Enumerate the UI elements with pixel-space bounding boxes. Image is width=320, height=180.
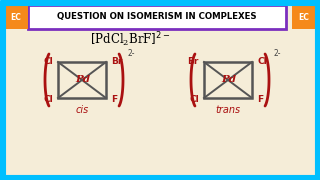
- Text: EC: EC: [11, 12, 21, 21]
- Text: Pd: Pd: [76, 75, 91, 84]
- Text: Br: Br: [111, 57, 122, 66]
- Text: trans: trans: [215, 105, 241, 115]
- Text: F: F: [111, 94, 117, 103]
- Bar: [58, 62, 106, 98]
- Text: 2-: 2-: [128, 50, 135, 59]
- Text: QUESTION ON ISOMERISM IN COMPLEXES: QUESTION ON ISOMERISM IN COMPLEXES: [57, 12, 257, 21]
- Bar: [204, 62, 252, 98]
- Text: EC: EC: [299, 12, 309, 21]
- Text: Cl: Cl: [43, 57, 53, 66]
- Text: $[\mathregular{PdCl_2BrF}]^{2-}$: $[\mathregular{PdCl_2BrF}]^{2-}$: [90, 31, 170, 49]
- Text: Br: Br: [188, 57, 199, 66]
- Text: Cl: Cl: [257, 57, 267, 66]
- Text: Cl: Cl: [189, 94, 199, 103]
- Text: F: F: [257, 94, 263, 103]
- Text: 2-: 2-: [274, 50, 282, 59]
- Bar: [292, 5, 316, 29]
- Text: Pd: Pd: [221, 75, 236, 84]
- Text: Cl: Cl: [43, 94, 53, 103]
- Bar: [4, 5, 28, 29]
- FancyBboxPatch shape: [28, 5, 286, 29]
- Text: cis: cis: [76, 105, 89, 115]
